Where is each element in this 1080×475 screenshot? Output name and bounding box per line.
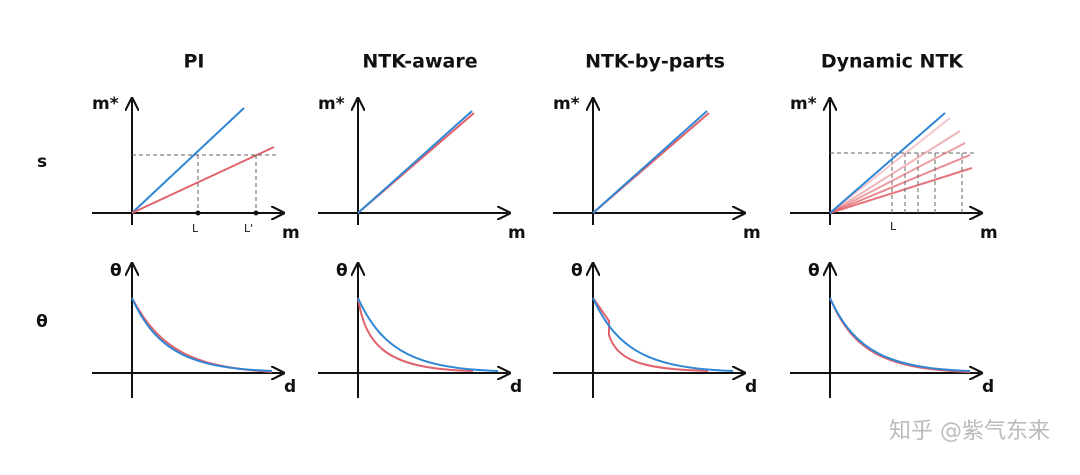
curve xyxy=(829,154,971,214)
y-axis-label: m* xyxy=(318,94,345,114)
curve xyxy=(357,297,499,372)
x-axis-label: d xyxy=(284,377,296,397)
y-axis-label: θ xyxy=(808,261,820,281)
curve xyxy=(829,117,951,214)
curve xyxy=(829,297,971,372)
y-axis-label: θ xyxy=(336,261,348,281)
x-axis-label: d xyxy=(982,377,994,397)
curve xyxy=(829,112,946,214)
x-mark: L xyxy=(890,220,897,233)
curve xyxy=(592,297,709,372)
x-axis-label: d xyxy=(510,377,522,397)
x-mark: L' xyxy=(244,222,253,235)
column-title: Dynamic NTK xyxy=(821,51,965,73)
column-title: NTK-aware xyxy=(362,51,477,73)
x-axis-label: m xyxy=(508,223,526,243)
x-axis-label: m xyxy=(980,223,998,243)
curve xyxy=(829,167,973,214)
point xyxy=(195,210,201,216)
curve xyxy=(131,107,245,214)
x-axis-label: m xyxy=(282,223,300,243)
curve xyxy=(357,297,474,372)
y-axis-label: θ xyxy=(571,261,583,281)
row-label: θ xyxy=(36,312,48,332)
point xyxy=(253,210,259,216)
y-axis-label: m* xyxy=(790,94,817,114)
curve xyxy=(829,130,961,214)
column-title: NTK-by-parts xyxy=(585,51,725,73)
curve xyxy=(592,297,734,372)
x-axis-label: d xyxy=(745,377,757,397)
x-axis-label: m xyxy=(743,223,761,243)
y-axis-label: θ xyxy=(110,261,122,281)
y-axis-label: m* xyxy=(92,94,119,114)
x-mark: L xyxy=(192,222,199,235)
curve xyxy=(357,110,473,214)
y-axis-label: m* xyxy=(553,94,580,114)
row-label: s xyxy=(37,152,47,172)
curve xyxy=(829,142,966,214)
curve xyxy=(131,146,275,214)
curve xyxy=(131,297,273,372)
curve xyxy=(592,110,708,214)
watermark: 知乎 @紫气东来 xyxy=(889,419,1050,444)
column-title: PI xyxy=(184,51,205,73)
